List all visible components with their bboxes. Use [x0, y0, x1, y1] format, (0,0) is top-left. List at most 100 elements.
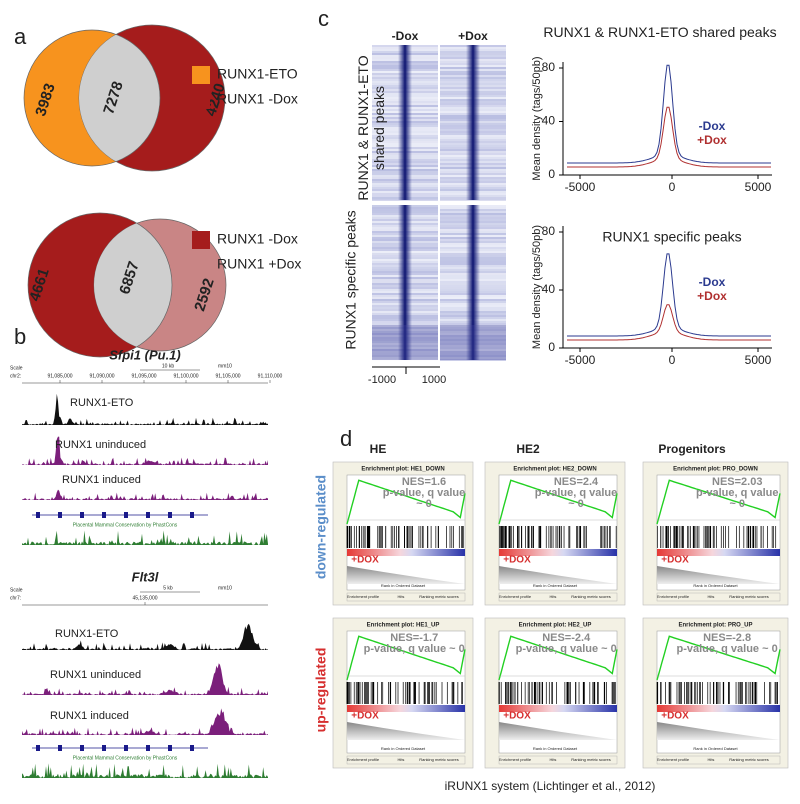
scale-text: 91,110,000 — [258, 373, 283, 379]
venn-overlap — [94, 219, 173, 351]
legend-label: Hits — [398, 757, 405, 762]
signal-track — [22, 663, 268, 695]
scale-text: 91,085,000 — [47, 373, 72, 379]
condition-tag: +DOX — [503, 711, 531, 722]
signal-track — [22, 530, 268, 545]
tick-label: 80 — [542, 60, 556, 74]
locus-title: Sfpi1 (Pu.1) — [109, 347, 181, 362]
legend-label: Hits — [708, 594, 715, 599]
gsea-stats: NES=2.03 — [712, 476, 762, 488]
legend-box — [656, 592, 781, 602]
conservation-label: Placental Mammal Conservation by PhastCo… — [73, 755, 178, 761]
legend-swatch — [192, 256, 210, 274]
axis-label: Rank in Ordered Dataset — [533, 583, 578, 588]
legend-label: Ranking metric scores — [419, 594, 459, 599]
profile-line — [567, 253, 771, 337]
profile-title: RUNX1 specific peaks — [602, 229, 741, 245]
gsea-stats: p-value, q value ~ 0 — [364, 643, 465, 655]
tick-label: 0 — [548, 167, 555, 181]
axis-label: Rank in Ordered Dataset — [381, 583, 426, 588]
peak-band — [466, 45, 480, 200]
scale-text: 91,105,000 — [215, 373, 240, 379]
condition-tag: +DOX — [503, 555, 531, 566]
rank-gradient — [499, 705, 617, 712]
conservation-label: Placental Mammal Conservation by PhastCo… — [73, 522, 178, 528]
condition-tag: +DOX — [351, 555, 379, 566]
gsea-stats: ~ 0 — [729, 498, 745, 510]
peak-band — [466, 205, 480, 360]
gsea-stats: p-value, q value — [696, 487, 779, 499]
locus-title: Flt3l — [132, 569, 159, 584]
exon — [80, 745, 84, 751]
scale-text: 45,135,000 — [132, 595, 157, 601]
rank-gradient — [657, 705, 780, 712]
axis-label: Rank in Ordered Dataset — [693, 746, 738, 751]
legend-label: Enrichment profile — [347, 757, 380, 762]
scale-text: chr7: — [10, 595, 21, 601]
legend-label: Ranking metric scores — [571, 757, 611, 762]
enrichment-curve — [498, 635, 618, 681]
legend-label: Hits — [550, 594, 557, 599]
legend-label: Enrichment profile — [347, 594, 380, 599]
exon — [80, 512, 84, 518]
legend-label: Ranking metric scores — [729, 757, 769, 762]
tick-label: 40 — [542, 282, 556, 296]
ranking-metric — [347, 722, 465, 740]
track-label: RUNX1-ETO — [70, 397, 134, 409]
tick-label: 80 — [542, 224, 556, 238]
gsea-title: Enrichment plot: HE1_UP — [367, 623, 440, 629]
legend-label: Enrichment profile — [657, 757, 690, 762]
row-label: down-regulated — [313, 475, 329, 579]
legend-box — [498, 592, 618, 602]
profile-line — [567, 304, 771, 341]
axis-label: Mean density (tags/50pb) — [531, 56, 543, 180]
label: a — [14, 24, 27, 49]
legend-label: RUNX1 -Dox — [217, 231, 298, 247]
legend-label: Enrichment profile — [499, 594, 532, 599]
label: d — [340, 426, 352, 451]
signal-track — [22, 436, 268, 465]
gsea-stats: p-value, q value — [383, 487, 466, 499]
axis-label: Rank in Ordered Dataset — [693, 583, 738, 588]
exon — [124, 512, 128, 518]
tick-label: 1000 — [422, 374, 446, 386]
gsea-title: Enrichment plot: PRO_DOWN — [673, 467, 758, 473]
tick-label: 0 — [669, 180, 676, 194]
enrichment-curve — [656, 479, 781, 525]
scale-text: chr2: — [10, 373, 21, 379]
signal-track — [22, 708, 268, 735]
legend-swatch — [192, 91, 210, 109]
tick-label: 5000 — [745, 353, 772, 367]
legend-box — [346, 755, 466, 765]
exon — [102, 512, 106, 518]
profile-line — [567, 106, 771, 168]
rank-gradient — [499, 549, 617, 556]
legend-label: Enrichment profile — [657, 594, 690, 599]
profile-line — [567, 64, 771, 164]
gsea-stats: NES=-2.4 — [542, 632, 591, 644]
track-label: RUNX1-ETO — [55, 628, 119, 640]
exon — [146, 745, 150, 751]
legend-swatch — [192, 231, 210, 249]
exon — [124, 745, 128, 751]
gsea-stats: ~ 0 — [568, 498, 584, 510]
legend-label: Enrichment profile — [499, 757, 532, 762]
legend-label: Ranking metric scores — [729, 594, 769, 599]
legend-label: Ranking metric scores — [571, 594, 611, 599]
gsea-stats: NES=2.4 — [554, 476, 599, 488]
tick-label: -1000 — [368, 374, 396, 386]
gsea-stats: p-value, q value ~ 0 — [677, 643, 778, 655]
track-label: RUNX1 uninduced — [50, 669, 141, 681]
peak-band — [398, 45, 412, 200]
ranking-metric — [657, 566, 780, 584]
signal-track — [22, 623, 268, 650]
label: c — [318, 6, 329, 31]
ranking-metric — [347, 566, 465, 584]
row-label: up-regulated — [313, 648, 329, 733]
legend-swatch — [192, 66, 210, 84]
gsea-title: Enrichment plot: HE1_DOWN — [361, 467, 444, 473]
exon — [168, 745, 172, 751]
legend-label: +Dox — [697, 289, 727, 303]
